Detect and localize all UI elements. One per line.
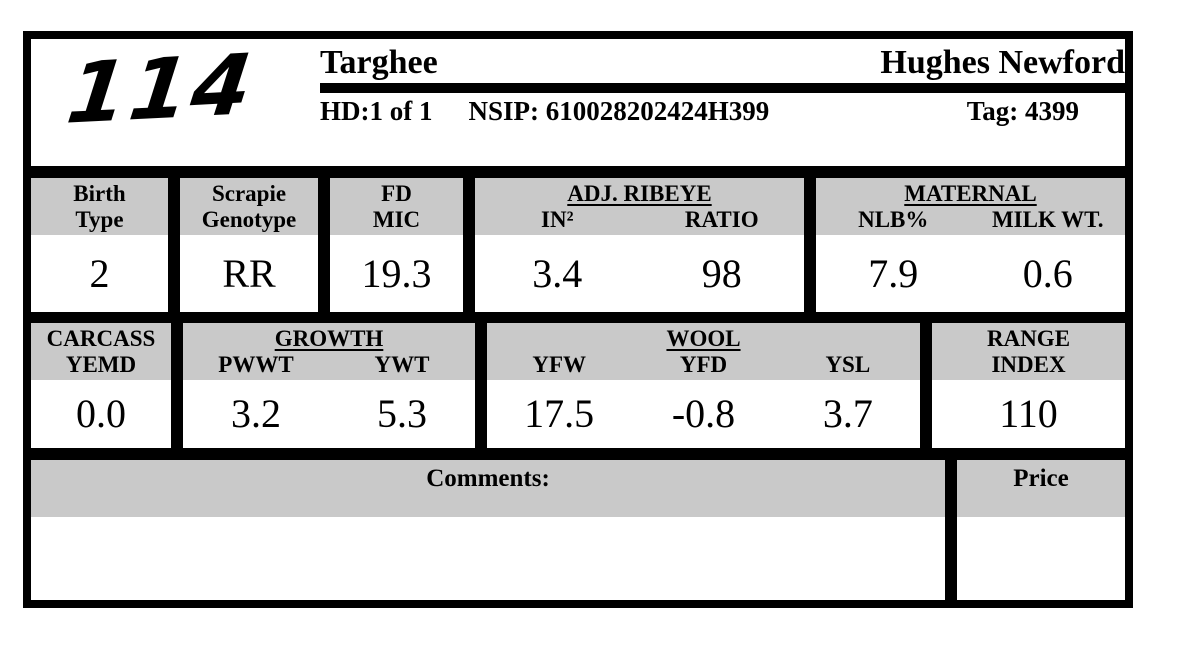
wool-subheaders: YFW YFD YSL (487, 352, 920, 377)
wool-ysl-label: YSL (825, 351, 871, 377)
maternal-values: 7.9 0.6 (816, 235, 1125, 312)
birth-type-header: Birth Type (31, 178, 168, 235)
growth-ywt-label: YWT (374, 351, 430, 377)
cell-maternal: MATERNAL NLB% MILK WT. 7.9 0.6 (816, 178, 1125, 312)
adj-ribeye-ratio-value: 98 (701, 250, 742, 296)
cell-adj-ribeye: ADJ. RIBEYE IN² RATIO 3.4 98 (475, 178, 804, 312)
scrapie-header: Scrapie Genotype (180, 178, 318, 235)
tag-number: Tag: 4399 (966, 96, 1079, 127)
maternal-milkwt-value: 0.6 (1022, 250, 1073, 296)
wool-group-title: WOOL (666, 326, 741, 352)
comments-header: Comments: (31, 460, 945, 517)
card-header: 114 Targhee Hughes Newford HD:1 of 1 NSI… (31, 35, 1125, 166)
cell-birth-type: Birth Type 2 (31, 178, 168, 312)
adj-ribeye-subheaders: IN² RATIO (475, 207, 804, 232)
adj-ribeye-in2-value: 3.4 (532, 250, 583, 296)
adj-ribeye-group-title: ADJ. RIBEYE (567, 181, 712, 207)
header-title-line: Targhee Hughes Newford (320, 43, 1125, 82)
adj-ribeye-in2-label: IN² (541, 206, 574, 232)
wool-yfw-label: YFW (532, 351, 586, 377)
scrapie-label-1: Scrapie (211, 181, 287, 207)
comments-blank-area (31, 517, 945, 600)
carcass-header: CARCASS YEMD (31, 323, 171, 380)
divider-header-row1 (31, 166, 1125, 178)
maternal-nlb-label: NLB% (858, 206, 929, 232)
comments-price-row: Comments: Price (31, 460, 1125, 600)
ebv-row-2: CARCASS YEMD 0.0 GROWTH PWWT YWT 3.2 5.3… (31, 323, 1125, 448)
fd-mic-header: FD MIC (330, 178, 463, 235)
scrapie-label-2: Genotype (201, 206, 297, 232)
growth-subheaders: PWWT YWT (183, 352, 475, 377)
cell-wool: WOOL YFW YFD YSL 17.5 -0.8 3.7 (487, 323, 920, 448)
wool-header: WOOL YFW YFD YSL (487, 323, 920, 380)
maternal-group-title: MATERNAL (904, 181, 1037, 207)
birth-type-value: 2 (89, 250, 110, 296)
fd-mic-label-1: FD (381, 181, 412, 207)
growth-values: 3.2 5.3 (183, 380, 475, 448)
breed-name: Targhee (320, 44, 438, 81)
range-index-label-2: INDEX (991, 351, 1066, 377)
carcass-value: 0.0 (76, 391, 126, 436)
cell-scrapie-genotype: Scrapie Genotype RR (180, 178, 318, 312)
range-index-header: RANGE INDEX (932, 323, 1125, 380)
flock-name: Hughes Newford (880, 44, 1125, 81)
range-index-label-1: RANGE (986, 326, 1071, 352)
wool-ysl-value: 3.7 (822, 391, 873, 436)
wool-values: 17.5 -0.8 3.7 (487, 380, 920, 448)
divider-row2-row3 (31, 448, 1125, 460)
fd-mic-value: 19.3 (361, 250, 432, 296)
maternal-milkwt-label: MILK WT. (991, 206, 1104, 232)
fd-mic-label-2: MIC (372, 206, 421, 232)
lot-number: 114 (62, 35, 260, 143)
maternal-subheaders: NLB% MILK WT. (816, 207, 1125, 232)
adj-ribeye-values: 3.4 98 (475, 235, 804, 312)
cell-range-index: RANGE INDEX 110 (932, 323, 1125, 448)
cell-price: Price (957, 460, 1125, 600)
header-id-line: HD:1 of 1 NSIP: 610028202424H399 Tag: 43… (320, 96, 1125, 127)
growth-group-title: GROWTH (274, 326, 384, 352)
adj-ribeye-ratio-label: RATIO (684, 206, 759, 232)
scrapie-value: RR (222, 250, 276, 296)
wool-yfd-label: YFD (679, 351, 728, 377)
growth-pwwt-value: 3.2 (231, 391, 281, 436)
cell-fd-mic: FD MIC 19.3 (330, 178, 463, 312)
pen-card: 114 Targhee Hughes Newford HD:1 of 1 NSI… (23, 31, 1133, 608)
adj-ribeye-header: ADJ. RIBEYE IN² RATIO (475, 178, 804, 235)
cell-carcass-yemd: CARCASS YEMD 0.0 (31, 323, 171, 448)
carcass-label-1: CARCASS (46, 326, 156, 352)
growth-header: GROWTH PWWT YWT (183, 323, 475, 380)
carcass-label-2: YEMD (65, 351, 137, 377)
range-index-value: 110 (999, 391, 1058, 436)
growth-ywt-value: 5.3 (377, 391, 427, 436)
head-count: HD:1 of 1 (320, 96, 433, 127)
growth-pwwt-label: PWWT (218, 351, 294, 377)
cell-comments: Comments: (31, 460, 945, 600)
ebv-row-1: Birth Type 2 Scrapie Genotype RR FD MIC … (31, 178, 1125, 312)
divider-row1-row2 (31, 312, 1125, 323)
price-header: Price (957, 460, 1125, 517)
maternal-header: MATERNAL NLB% MILK WT. (816, 178, 1125, 235)
wool-yfd-value: -0.8 (671, 391, 736, 436)
maternal-nlb-value: 7.9 (868, 250, 919, 296)
nsip-id: NSIP: 610028202424H399 (468, 96, 770, 127)
header-rule (320, 83, 1125, 94)
birth-type-label-1: Birth (73, 181, 126, 207)
wool-yfw-value: 17.5 (524, 391, 595, 436)
header-right-block: Targhee Hughes Newford HD:1 of 1 NSIP: 6… (320, 43, 1125, 127)
price-blank-area (957, 517, 1125, 600)
cell-growth: GROWTH PWWT YWT 3.2 5.3 (183, 323, 475, 448)
birth-type-label-2: Type (75, 206, 124, 232)
